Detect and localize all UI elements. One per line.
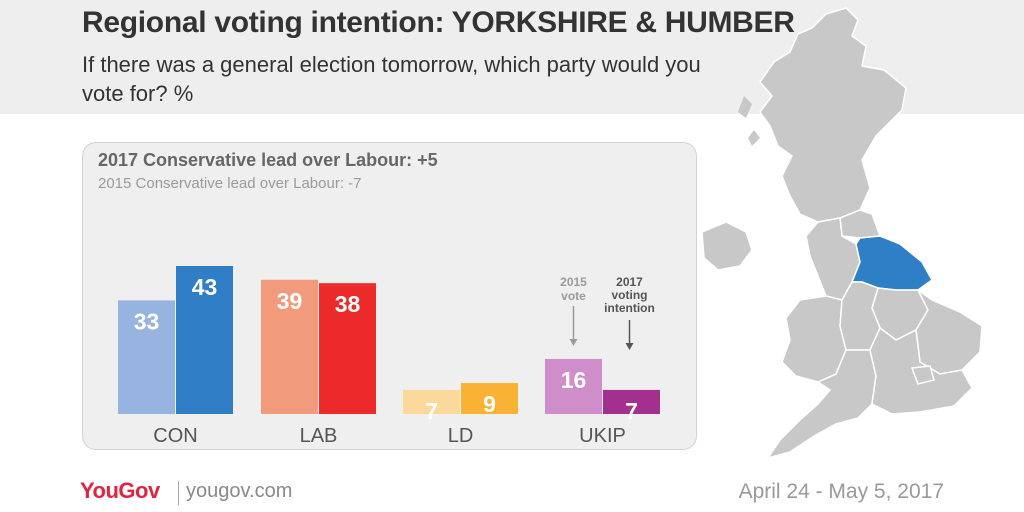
- arrow-2017-head: [625, 343, 634, 350]
- annotation-2017-line-1: voting: [612, 288, 648, 302]
- category-label-ukip: UKIP: [579, 425, 626, 447]
- value-label-ld-2017: 9: [483, 391, 496, 417]
- bar-ukip-2017: [603, 389, 660, 414]
- bar-lab-2017: [319, 283, 376, 414]
- category-label-lab: LAB: [300, 425, 338, 447]
- annotation-2015-line-0: 2015: [560, 275, 587, 289]
- chart-subtitle: If there was a general election tomorrow…: [82, 52, 701, 106]
- fieldwork-dates: April 24 - May 5, 2017: [738, 480, 944, 503]
- bar-ukip-2015: [545, 358, 602, 414]
- value-label-ukip-2017: 7: [625, 398, 638, 424]
- chart-title: Regional voting intention: YORKSHIRE & H…: [82, 6, 795, 39]
- map-northern-ireland: [701, 221, 753, 271]
- category-label-con: CON: [153, 425, 197, 447]
- bar-lab-2015: [261, 279, 318, 414]
- uk-map: [701, 7, 983, 460]
- arrow-2015-head: [569, 339, 578, 346]
- value-label-lab-2017: 38: [335, 291, 361, 317]
- yougov-logo: YouGov: [80, 478, 160, 503]
- map-hebrides: [738, 96, 760, 146]
- map-west-midlands: [839, 281, 881, 351]
- map-london: [910, 365, 935, 385]
- bar-ld-2017: [461, 383, 518, 414]
- annotation-2015-line-1: vote: [561, 289, 586, 303]
- category-label-ld: LD: [448, 425, 474, 447]
- bar-con-2015: [118, 300, 175, 414]
- lead-2017: 2017 Conservative lead over Labour: +5: [98, 150, 438, 170]
- value-label-ukip-2015: 16: [561, 367, 587, 393]
- value-label-ld-2015: 7: [425, 398, 438, 424]
- bar-con-2017: [176, 266, 233, 414]
- logo-divider: [178, 481, 179, 505]
- annotation-2017-line-2: intention: [604, 301, 655, 315]
- lead-2015: 2015 Conservative lead over Labour: -7: [98, 175, 362, 192]
- annotation-2017-line-0: 2017: [616, 275, 643, 289]
- value-label-lab-2015: 39: [277, 288, 303, 314]
- value-label-con-2017: 43: [192, 274, 218, 300]
- website-label[interactable]: yougov.com: [186, 480, 293, 502]
- value-label-con-2015: 33: [134, 308, 160, 334]
- bar-ld-2015: [403, 389, 460, 414]
